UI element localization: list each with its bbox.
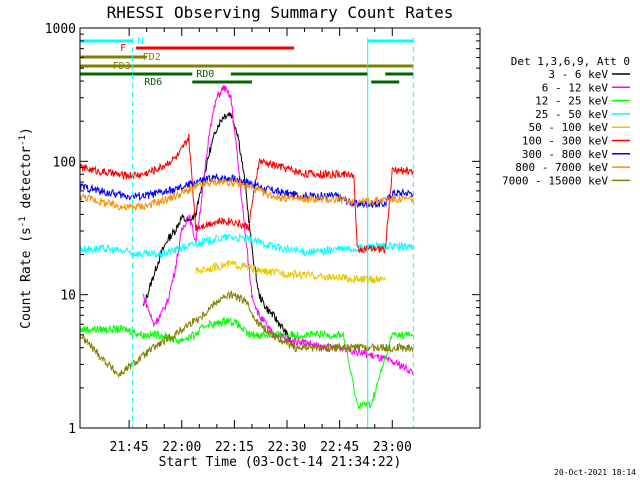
x-tick-label-0: 21:45	[110, 440, 149, 455]
x-tick-label-2: 22:15	[215, 440, 254, 455]
flag-label-rd6: RD6	[144, 77, 162, 88]
y-axis-label-sup-2: -1	[18, 135, 28, 146]
flag-label-n: N	[138, 36, 144, 47]
y-tick-label-1: 10	[60, 289, 76, 304]
series-layer	[79, 84, 414, 410]
series-50-100-kev	[195, 259, 386, 285]
legend-label-300-800-kev: 300 - 800 keV	[522, 148, 608, 161]
series-100-300-kev	[79, 133, 414, 255]
flag-label-fd3: FD3	[113, 61, 131, 72]
x-tick-label-4: 22:45	[320, 440, 359, 455]
footer-timestamp: 20-Oct-2021 18:14	[554, 468, 636, 477]
legend-label-6-12-kev: 6 - 12 keV	[542, 81, 609, 94]
y-tick-label-0: 1	[68, 422, 76, 437]
y-axis-label: Count Rate (s-1 detector-1)	[18, 127, 34, 329]
series-800-7000-kev	[79, 177, 414, 211]
legend-label-100-300-kev: 100 - 300 keV	[522, 135, 608, 148]
legend-label-50-100-kev: 50 - 100 keV	[529, 121, 609, 134]
x-tick-label-3: 22:30	[267, 440, 306, 455]
series-3-6-kev	[142, 112, 295, 350]
series-12-25-kev	[79, 316, 414, 410]
series-25-50-kev	[79, 232, 414, 259]
legend-label-12-25-kev: 12 - 25 keV	[535, 95, 608, 108]
legend-label-3-6-kev: 3 - 6 keV	[548, 68, 608, 81]
flag-label-f: F	[120, 43, 126, 54]
legend-label-800-7000-kev: 800 - 7000 keV	[515, 161, 608, 174]
y-axis-label-sup-1: -1	[18, 216, 28, 227]
vertical-markers	[79, 38, 414, 428]
legend-title: Det 1,3,6,9, Att 0	[511, 55, 630, 68]
x-tick-label-5: 23:00	[373, 440, 412, 455]
y-axis-label-main: Count Rate (s	[19, 227, 34, 329]
chart-title: RHESSI Observing Summary Count Rates	[107, 3, 454, 22]
y-tick-label-2: 100	[53, 155, 76, 170]
axes: 21:45 22:00 22:15 22:30 22:45 23:00 1 10 100 1000	[45, 22, 480, 455]
x-axis-label: Start Time (03-Oct-14 21:34:22)	[159, 455, 402, 470]
legend-label-25-50-kev: 25 - 50 keV	[535, 108, 608, 121]
flag-label-fd2: FD2	[143, 52, 161, 63]
x-tick-label-1: 22:00	[162, 440, 201, 455]
series-7000-15000-kev	[79, 290, 414, 379]
y-tick-label-3: 1000	[45, 22, 76, 37]
plot-frame	[79, 27, 481, 429]
y-axis-label-end: )	[19, 127, 34, 135]
legend-label-7000-15000-kev: 7000 - 15000 keV	[502, 174, 608, 187]
flag-bars: N F FD2 FD3 RD0 RD6	[80, 36, 414, 88]
y-axis-label-tail: detector	[19, 146, 34, 217]
flag-label-rd0: RD0	[196, 69, 214, 80]
